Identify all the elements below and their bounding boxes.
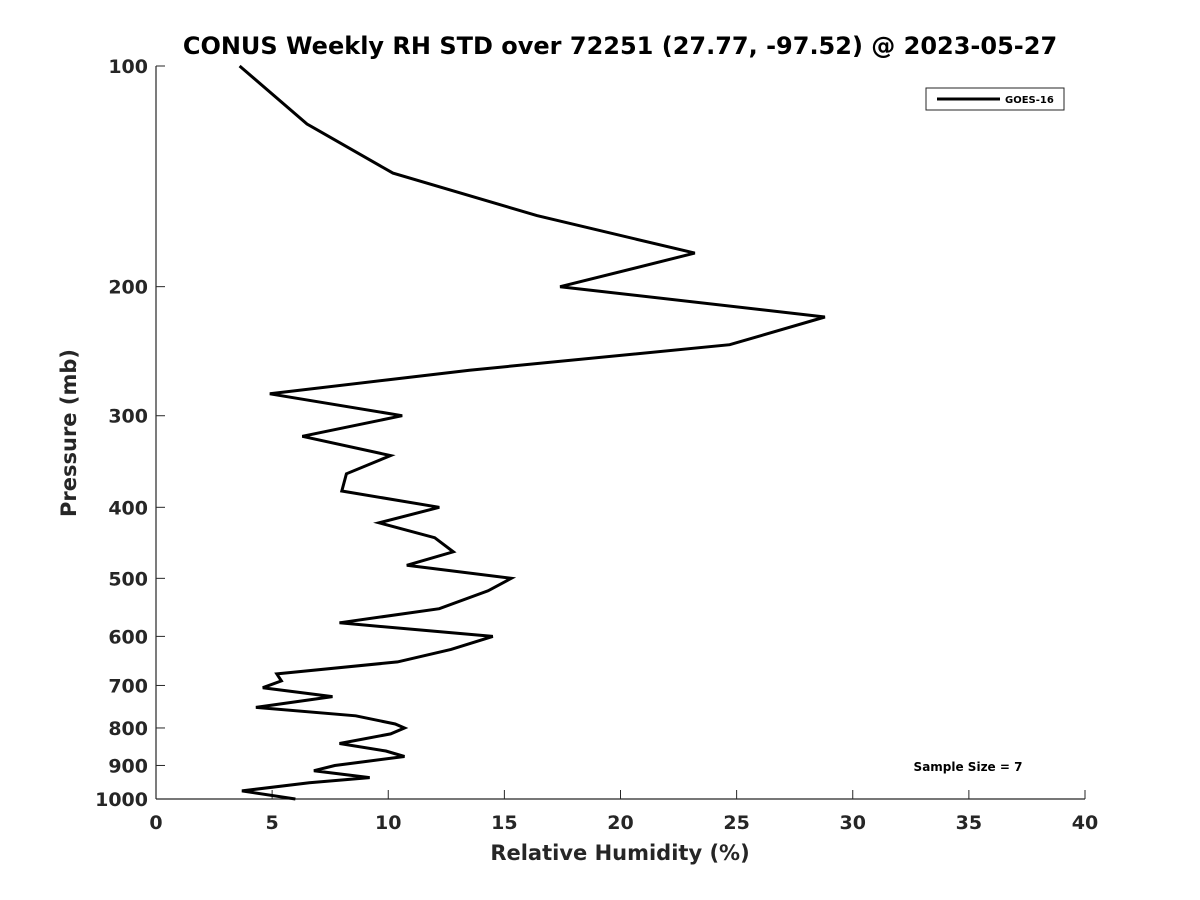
data-point [332, 696, 334, 698]
data-point [439, 608, 441, 610]
data-point [341, 490, 343, 492]
y-tick-label: 800 [108, 718, 148, 740]
x-tick-label: 25 [723, 812, 749, 834]
x-tick-label: 15 [491, 812, 517, 834]
data-point [492, 636, 494, 638]
x-tick-label: 5 [266, 812, 279, 834]
data-point [453, 551, 455, 553]
data-point [385, 750, 387, 752]
data-point [309, 782, 311, 784]
series-layer [238, 64, 826, 801]
data-point [434, 537, 436, 539]
y-tick-label: 700 [108, 675, 148, 697]
x-axis-label: Relative Humidity (%) [490, 841, 749, 865]
x-tick-label: 35 [956, 812, 982, 834]
data-point [262, 687, 264, 689]
sample-size-annotation: Sample Size = 7 [914, 760, 1023, 774]
data-point [469, 369, 471, 371]
y-tick-label: 500 [108, 568, 148, 590]
y-axis-label: Pressure (mb) [57, 349, 81, 517]
x-tick-label: 20 [607, 812, 633, 834]
data-point [339, 743, 341, 745]
data-point [729, 344, 731, 346]
data-point [346, 473, 348, 475]
data-point [559, 286, 561, 288]
x-tick-label: 10 [375, 812, 401, 834]
data-point [511, 578, 513, 580]
data-point [392, 172, 394, 174]
data-point [241, 790, 243, 792]
x-tick-label: 30 [840, 812, 866, 834]
y-tick-label: 1000 [95, 789, 148, 811]
data-point [306, 123, 308, 125]
y-tick-label: 100 [108, 56, 148, 78]
y-tick-label: 400 [108, 497, 148, 519]
data-point [536, 215, 538, 217]
data-point [694, 252, 696, 254]
data-point [269, 393, 271, 395]
data-point [397, 661, 399, 663]
data-point [439, 507, 441, 509]
legend: GOES-16 [925, 87, 1065, 111]
data-point [401, 415, 403, 417]
x-tick-label: 0 [149, 812, 162, 834]
series-line-0 [238, 64, 826, 801]
y-tick-label: 600 [108, 626, 148, 648]
y-tick-label: 200 [108, 277, 148, 299]
data-point [295, 798, 297, 800]
data-point [239, 65, 241, 67]
data-point [450, 649, 452, 651]
legend-label-goes-16: GOES-16 [1005, 95, 1054, 106]
chart-title: CONUS Weekly RH STD over 72251 (27.77, -… [183, 32, 1057, 60]
y-tick-label: 900 [108, 755, 148, 777]
data-point [378, 522, 380, 524]
data-point [394, 723, 396, 725]
y-axis-ticks: 100 200 300 400 500 600 700 800 900 1000 [95, 56, 165, 811]
data-point [404, 756, 406, 758]
data-point [302, 436, 304, 438]
data-point [824, 316, 826, 318]
data-point [276, 673, 278, 675]
data-point [255, 707, 257, 709]
data-point [339, 622, 341, 624]
plot-area [155, 66, 1085, 800]
data-point [369, 777, 371, 779]
x-axis-ticks: 0 5 10 15 20 25 30 35 40 [149, 790, 1098, 834]
y-tick-label: 300 [108, 406, 148, 428]
x-tick-label: 40 [1072, 812, 1098, 834]
data-point [487, 590, 489, 592]
data-point [313, 770, 315, 772]
data-point [390, 455, 392, 457]
data-point [281, 680, 283, 682]
data-point [355, 715, 357, 717]
data-point [334, 765, 336, 767]
data-point [404, 727, 406, 729]
data-point [406, 565, 408, 567]
data-point [390, 733, 392, 735]
